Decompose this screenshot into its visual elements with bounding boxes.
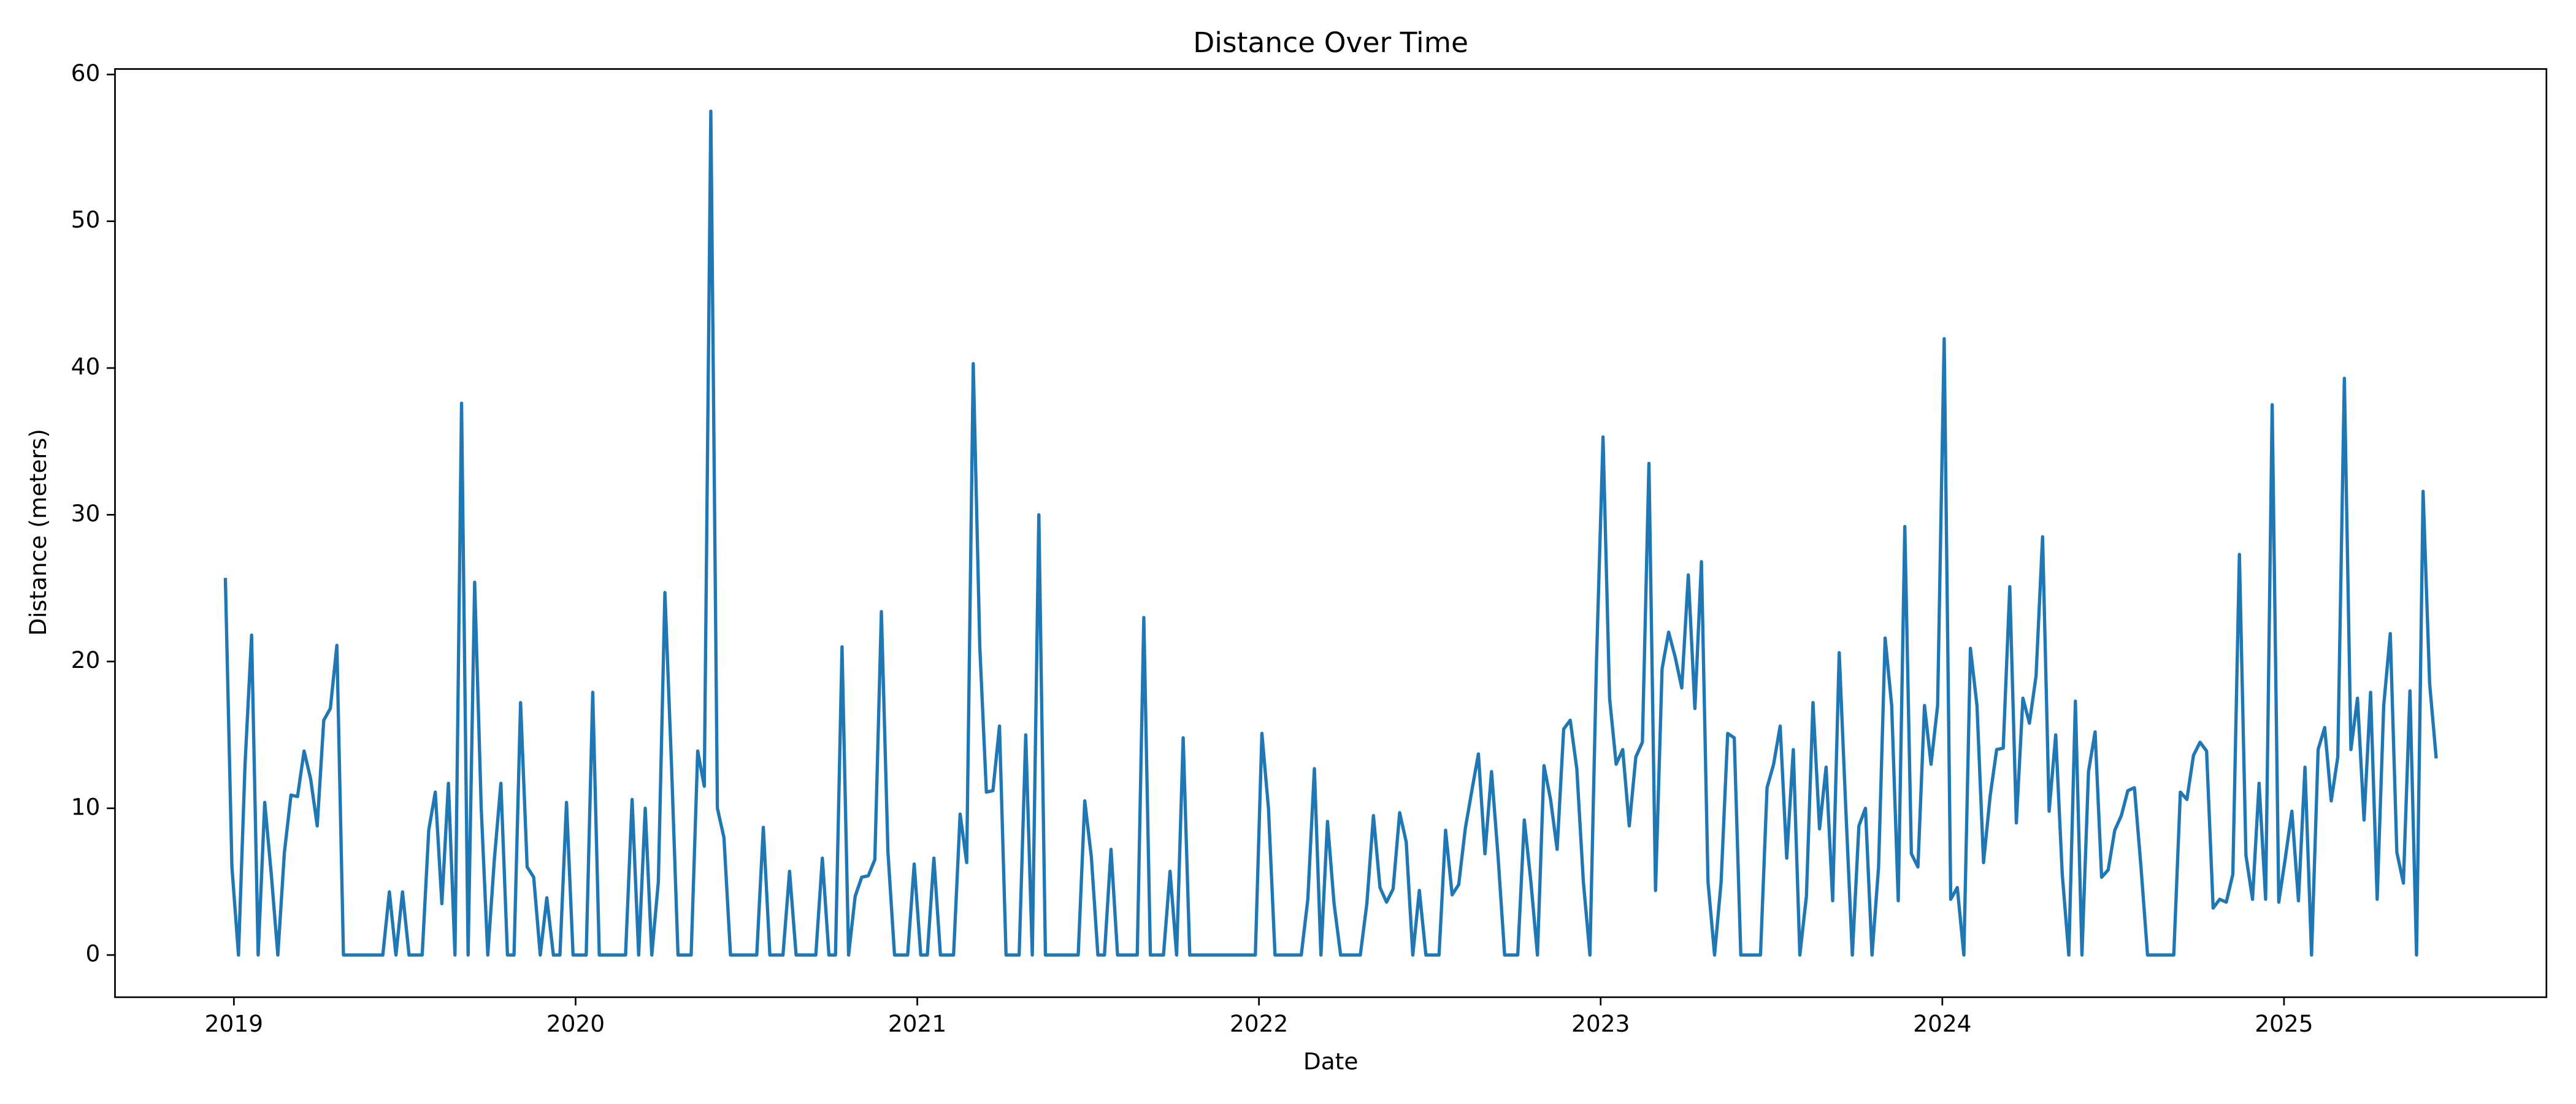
x-tick-label: 2024 [1913,1010,1971,1037]
x-axis-label: Date [1303,1048,1359,1075]
y-tick-label: 60 [71,59,101,86]
y-tick-label: 0 [86,940,101,967]
y-tick-label: 20 [71,646,101,673]
y-tick-label: 10 [71,793,101,820]
x-tick-label: 2019 [205,1010,263,1037]
data-line [223,109,2438,957]
y-tick-label: 30 [71,500,101,527]
y-tick-label: 40 [71,353,101,380]
y-axis-label: Distance (meters) [25,429,52,635]
chart-title: Distance Over Time [1193,26,1468,59]
x-tick-label: 2022 [1230,1010,1288,1037]
x-tick-label: 2020 [546,1010,605,1037]
x-tick-label: 2021 [888,1010,946,1037]
y-tick-label: 50 [71,206,101,233]
x-tick-label: 2023 [1571,1010,1630,1037]
x-tick-label: 2025 [2255,1010,2313,1037]
plot-frame [114,68,2548,999]
